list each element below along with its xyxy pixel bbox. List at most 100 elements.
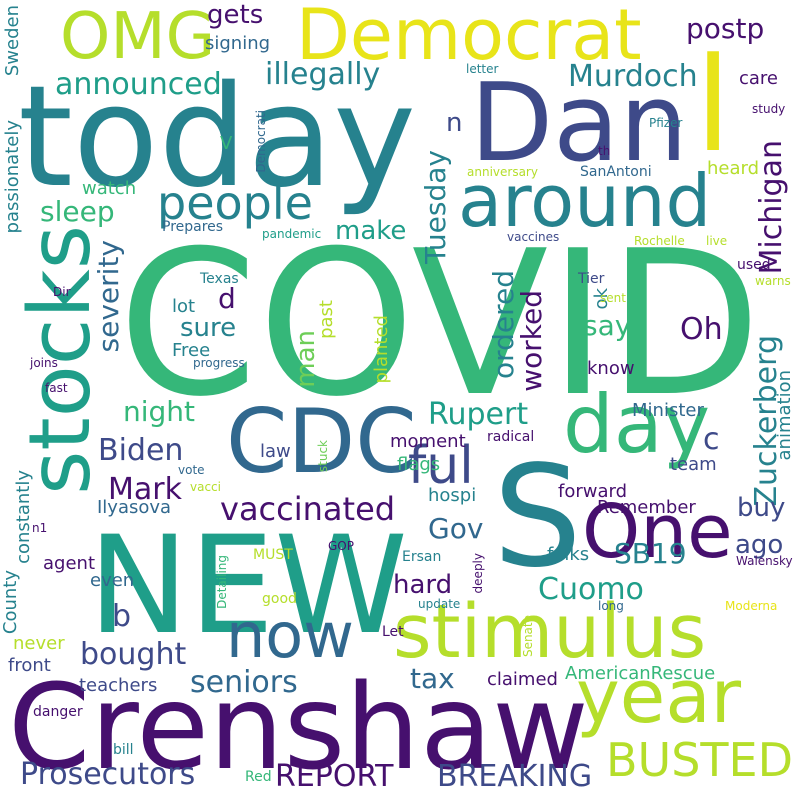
word: planted — [371, 315, 392, 384]
word: fast — [45, 381, 68, 395]
word: l — [695, 29, 732, 181]
word: n1 — [32, 521, 48, 535]
word: Murdoch — [568, 59, 698, 94]
word: now — [226, 599, 354, 672]
word: letter — [466, 62, 499, 76]
word: Democrat — [296, 0, 642, 76]
word: SB19 — [614, 537, 687, 570]
word: Texas — [200, 271, 239, 287]
word: moment — [390, 431, 466, 452]
word: OMG — [60, 0, 216, 74]
word: Walensky — [736, 554, 793, 568]
word: front — [8, 655, 51, 676]
word: worked — [515, 290, 548, 392]
word: hard — [393, 570, 453, 600]
word: ful — [408, 436, 474, 496]
word: seniors — [190, 665, 298, 700]
word: sent — [600, 291, 626, 305]
word: Red — [245, 769, 272, 785]
word: th — [598, 144, 611, 158]
word: lot — [172, 296, 196, 317]
word: illegally — [265, 57, 381, 92]
word: Prepares — [162, 219, 224, 235]
word: heard — [707, 158, 760, 179]
word: b — [112, 599, 132, 634]
word: signing — [205, 33, 271, 54]
word: claimed — [487, 669, 558, 690]
word: Oh — [680, 312, 723, 347]
word: Cuomo — [538, 572, 644, 607]
word: c — [703, 422, 720, 457]
word: stimulus — [393, 589, 707, 675]
word: BREAKING — [437, 759, 593, 794]
word: forward — [558, 481, 628, 502]
word: Michigan — [754, 140, 789, 275]
word: Pfizer — [649, 116, 683, 130]
word: flags — [397, 454, 441, 475]
word: ago — [735, 530, 784, 560]
word: SanAntoni — [580, 164, 652, 180]
word: sleep — [40, 195, 115, 228]
word: teachers — [79, 675, 158, 696]
word: bill — [113, 742, 134, 758]
word: Remember — [597, 497, 696, 518]
word: people — [157, 176, 313, 230]
word: Free — [172, 340, 211, 361]
word: pandemic — [262, 227, 322, 241]
word: Prosecutors — [20, 757, 196, 792]
word: good — [262, 591, 297, 607]
word: n — [446, 108, 463, 138]
word: V — [220, 133, 233, 154]
word: CDC — [226, 390, 417, 493]
word: constantly — [13, 470, 34, 564]
word: S — [493, 436, 582, 599]
word: Minister — [632, 400, 704, 421]
word: Gov — [428, 512, 484, 545]
word: COVID — [118, 208, 762, 441]
word: d — [218, 282, 236, 315]
word: Moderna — [725, 599, 778, 613]
word: day — [563, 378, 711, 471]
word: danger — [33, 704, 83, 720]
word: even — [90, 570, 135, 591]
word: Biden — [98, 433, 184, 468]
word: hospi — [428, 485, 477, 506]
word: GOP — [328, 539, 354, 553]
word: postp — [686, 12, 765, 45]
word: tax — [410, 662, 455, 695]
word: today — [18, 56, 417, 219]
word: around — [458, 159, 712, 243]
word: past — [316, 300, 337, 339]
word: deeply — [471, 553, 485, 594]
word: anniversary — [467, 165, 538, 179]
word: Tuesday — [419, 150, 452, 264]
word: announced — [55, 67, 222, 102]
word: REPORT — [275, 759, 394, 794]
word: vaccines — [507, 230, 560, 244]
word: warns — [755, 274, 791, 288]
word: used — [737, 257, 771, 273]
word: County — [0, 570, 21, 635]
word: Senate — [521, 615, 535, 658]
word: joins — [30, 356, 58, 370]
word: year — [576, 654, 742, 740]
word: long — [598, 599, 624, 613]
word: stuck — [316, 440, 330, 473]
word: know — [587, 358, 635, 379]
word: Democrati — [254, 110, 268, 173]
word: buy — [737, 493, 786, 523]
word: law — [260, 441, 291, 462]
word: passionately — [2, 120, 23, 234]
word: progress — [193, 356, 245, 370]
word: Detailing — [215, 555, 229, 609]
word: NEW — [88, 507, 408, 664]
word: animation — [774, 370, 795, 461]
word: care — [739, 68, 779, 89]
word: Ersan — [402, 549, 442, 565]
word: bought — [80, 637, 187, 672]
word: Ilyasova — [97, 497, 172, 518]
word: Rupert — [428, 397, 529, 432]
word: gets — [207, 0, 264, 30]
word: study — [752, 102, 786, 116]
word: Dan — [470, 61, 688, 186]
